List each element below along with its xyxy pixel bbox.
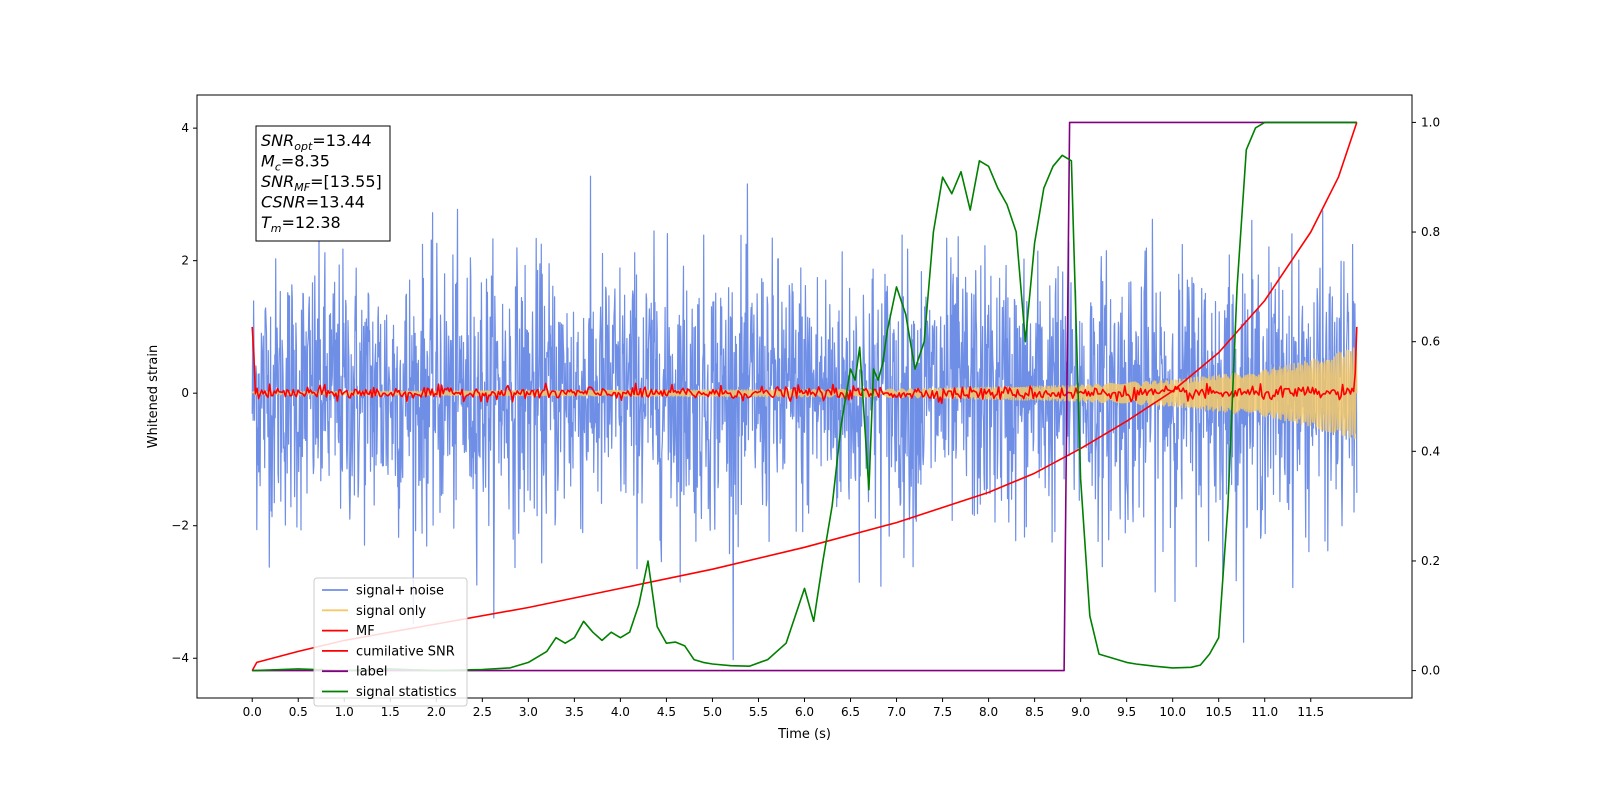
x-tick-label: 7.0 <box>887 705 906 719</box>
x-tick-label: 8.0 <box>979 705 998 719</box>
x-tick-label: 10.0 <box>1159 705 1186 719</box>
x-tick-label: 8.5 <box>1025 705 1044 719</box>
legend-label: signal statistics <box>356 685 457 700</box>
y-right-tick-label: 0.4 <box>1421 444 1440 458</box>
y-right-tick-label: 0.0 <box>1421 664 1440 678</box>
legend-label: cumilative SNR <box>356 644 455 659</box>
x-tick-label: 0.5 <box>289 705 308 719</box>
y-axis-ticks-left: −4 −2 0 2 4 <box>171 121 197 665</box>
x-tick-label: 6.5 <box>841 705 860 719</box>
x-tick-label: 2.5 <box>473 705 492 719</box>
y-tick-label: 0 <box>181 386 189 400</box>
y-right-tick-label: 1.0 <box>1421 115 1440 129</box>
x-tick-label: 9.5 <box>1117 705 1136 719</box>
series-line-signal-statistics <box>252 121 1357 672</box>
legend: signal+ noise signal only MF cumilative SNR… <box>313 577 468 707</box>
legend-label: signal+ noise <box>356 584 444 599</box>
legend-frame <box>313 577 468 707</box>
x-tick-label: 11.5 <box>1297 705 1324 719</box>
stats-line: Tm=12.38 <box>261 213 341 235</box>
x-axis-label: Time (s) <box>777 727 831 742</box>
x-tick-label: 3.5 <box>565 705 584 719</box>
stats-line: CSNR=13.44 <box>261 193 365 212</box>
x-tick-label: 4.5 <box>657 705 676 719</box>
y-tick-label: −2 <box>171 519 189 533</box>
series-line-signal-noise <box>251 175 1358 661</box>
y-right-tick-label: 0.6 <box>1421 335 1440 349</box>
x-tick-label: 11.0 <box>1251 705 1278 719</box>
x-axis-ticks: 0.0 0.5 1.0 1.5 2.0 2.5 3.0 3.5 4.0 4.5 5.0 5.5 6.0 6… <box>243 698 1324 719</box>
x-tick-label: 6.0 <box>795 705 814 719</box>
legend-label: MF <box>356 624 375 639</box>
stats-line: SNRMF=[13.55] <box>261 172 382 194</box>
stats-box-frame <box>255 125 391 242</box>
x-tick-label: 3.0 <box>519 705 538 719</box>
x-tick-label: 5.5 <box>749 705 768 719</box>
x-tick-label: 0.0 <box>243 705 262 719</box>
y-tick-label: 4 <box>181 121 189 135</box>
series-line-label <box>252 121 1357 672</box>
x-tick-label: 1.0 <box>335 705 354 719</box>
legend-label: label <box>356 665 387 680</box>
y-axis-ticks-right: 0.0 0.2 0.4 0.6 0.8 1.0 <box>1412 115 1440 678</box>
y-right-tick-label: 0.2 <box>1421 554 1440 568</box>
y-tick-label: −4 <box>171 651 189 665</box>
y-tick-label: 2 <box>181 254 189 268</box>
x-tick-label: 5.0 <box>703 705 722 719</box>
stats-line: Mc=8.35 <box>261 152 330 174</box>
stats-line: SNRopt=13.44 <box>261 131 372 153</box>
x-tick-label: 4.0 <box>611 705 630 719</box>
legend-label: signal only <box>356 604 426 619</box>
x-tick-label: 7.5 <box>933 705 952 719</box>
x-tick-label: 1.5 <box>381 705 400 719</box>
stats-annotation-box: SNRopt=13.44Mc=8.35SNRMF=[13.55]CSNR=13.… <box>255 125 391 242</box>
y-axis-label: Whitened strain <box>146 345 161 448</box>
x-tick-label: 10.5 <box>1205 705 1232 719</box>
x-tick-label: 2.0 <box>427 705 446 719</box>
y-right-tick-label: 0.8 <box>1421 225 1440 239</box>
x-tick-label: 9.0 <box>1071 705 1090 719</box>
